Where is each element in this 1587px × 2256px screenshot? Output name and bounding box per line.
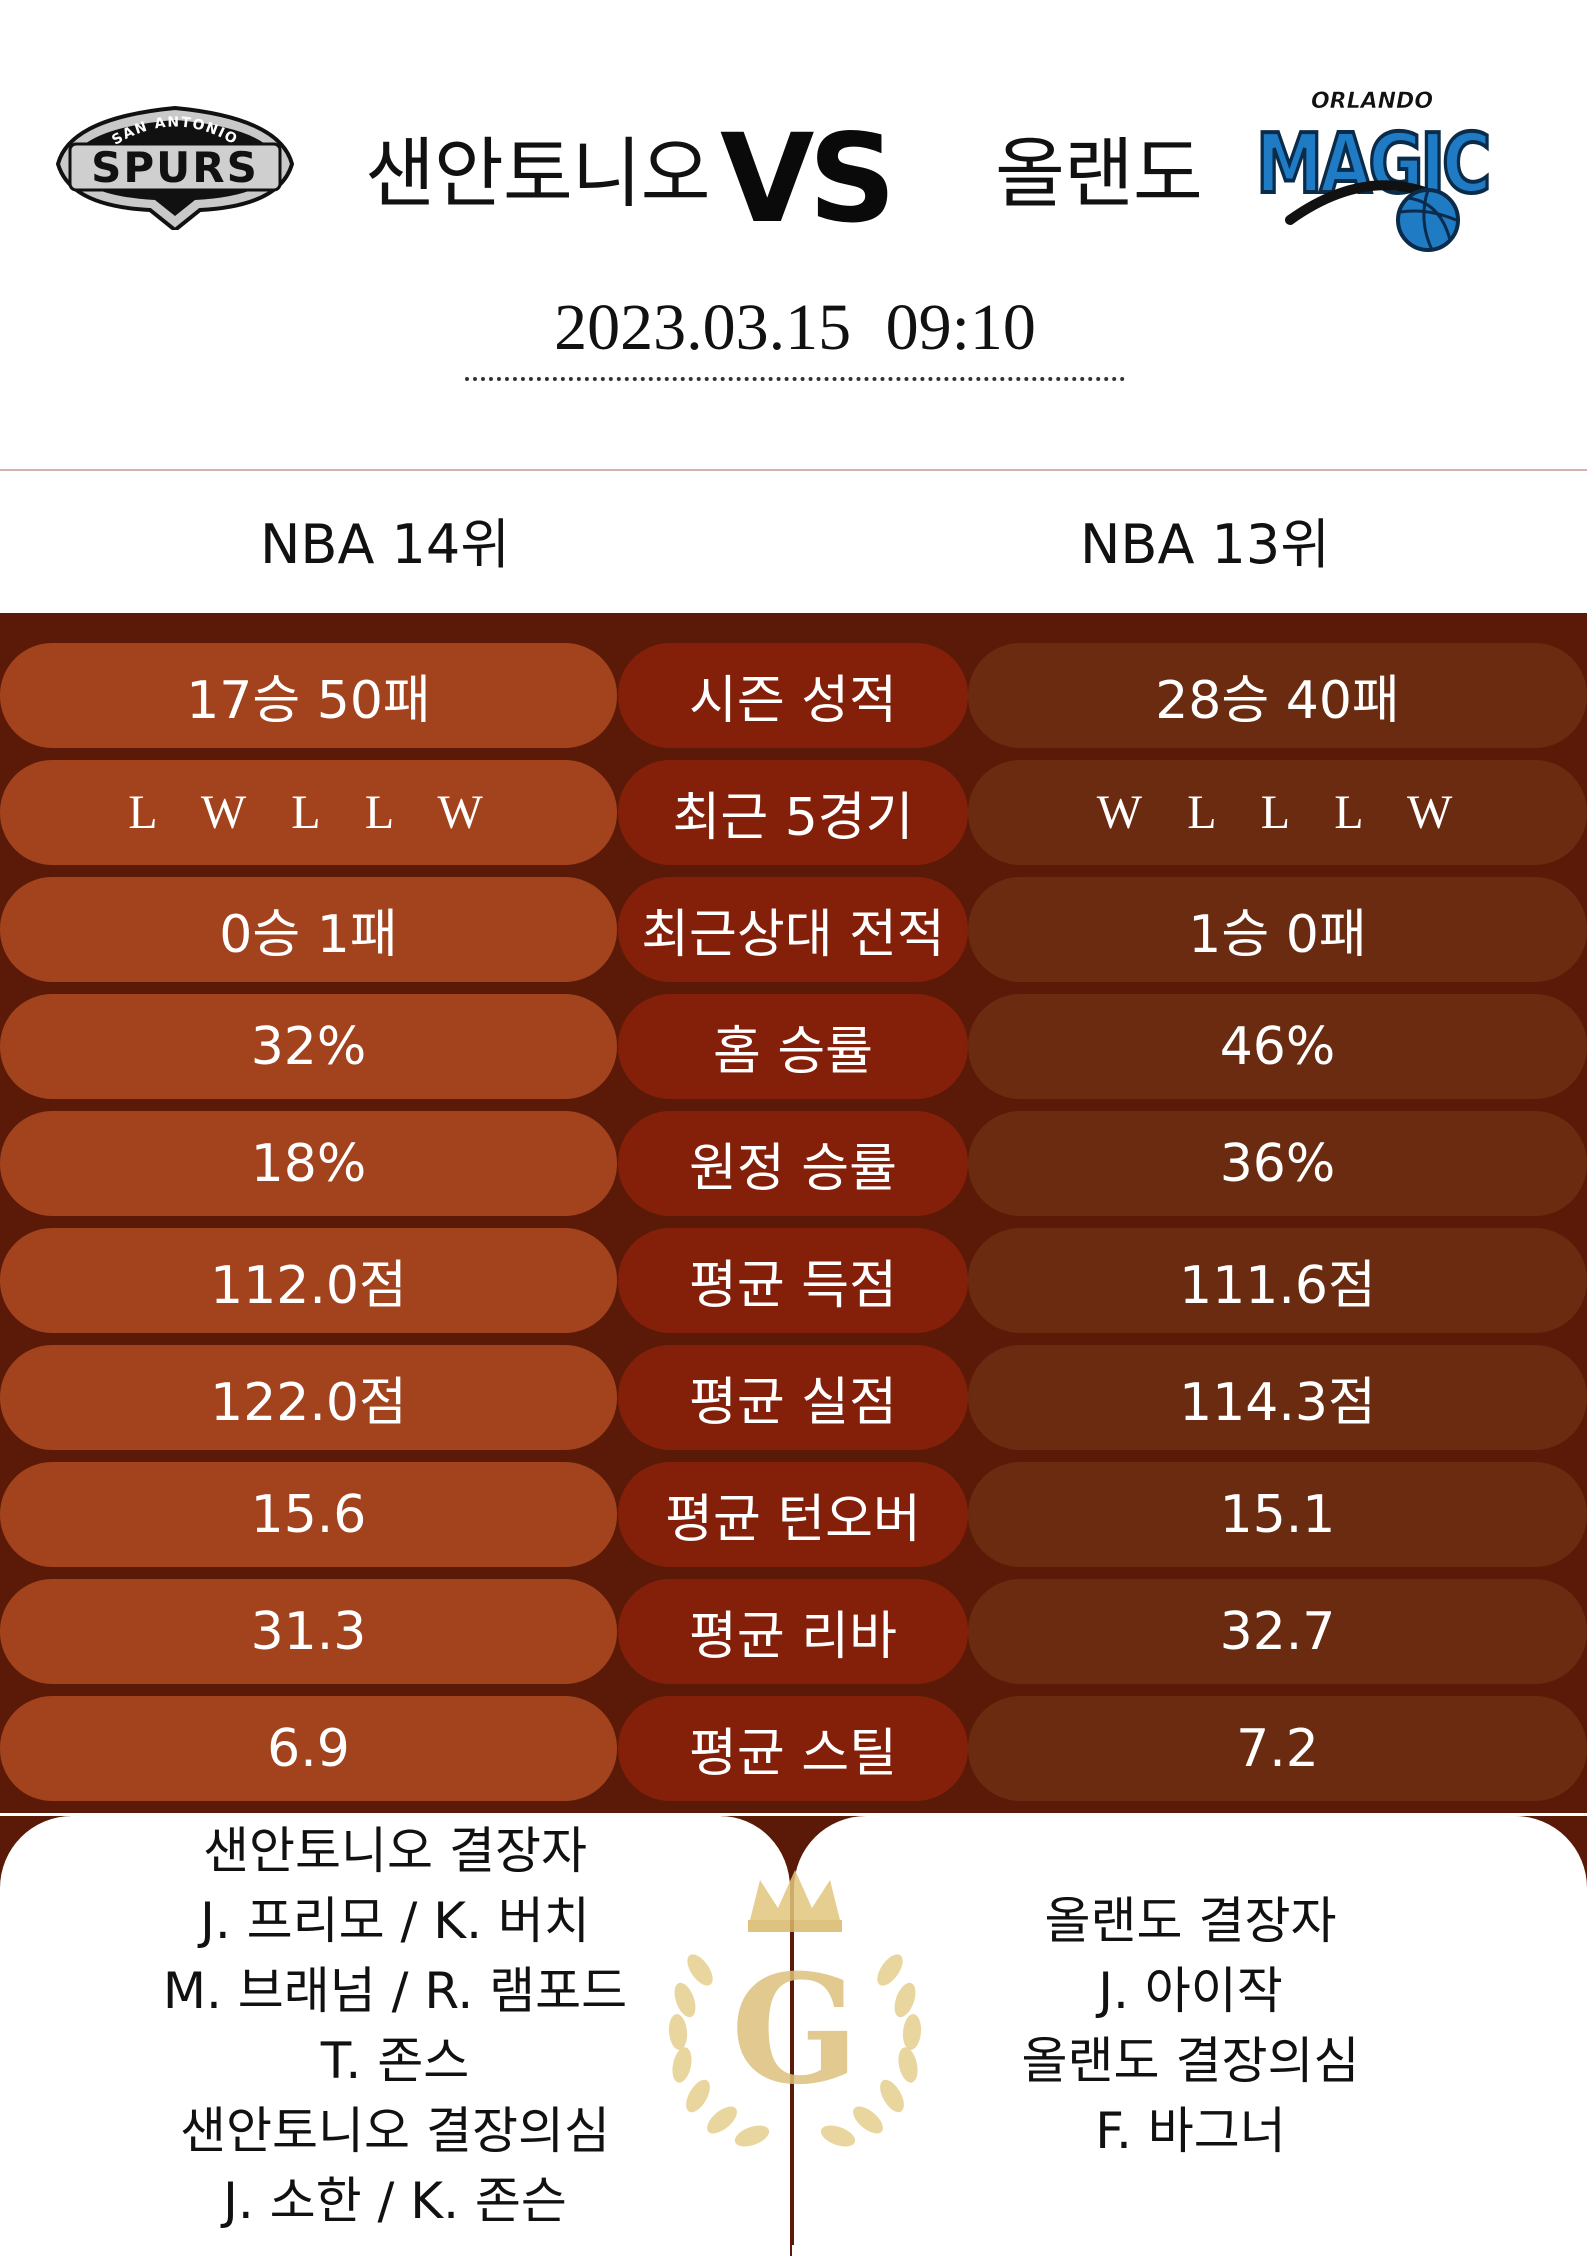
away-injury-line: J. 아이작 — [1098, 1962, 1283, 2020]
stat-label-away-win-rate: 원정 승률 — [618, 1111, 968, 1216]
away-away-win-rate: 36% — [968, 1111, 1587, 1216]
away-recent-form: W L L L W — [968, 760, 1587, 865]
stat-row-recent-5: L W L L W 최근 5경기 W L L L W — [0, 760, 1587, 865]
stat-label-avg-rebound: 평균 리바 — [618, 1579, 968, 1684]
away-injury-list: 올랜도 결장자 J. 아이작 올랜도 결장의심 F. 바그너 — [794, 1886, 1587, 2166]
away-injury-line: 올랜도 결장의심 — [1021, 2032, 1360, 2090]
stat-row-away-win-rate: 18% 원정 승률 36% — [0, 1111, 1587, 1216]
stat-label-season-record: 시즌 성적 — [618, 643, 968, 748]
away-injury-line: 올랜도 결장자 — [1044, 1892, 1337, 1950]
home-injury-line: J. 소한 / K. 존슨 — [223, 2172, 567, 2230]
datetime-underline — [465, 377, 1125, 381]
away-avg-rebound: 32.7 — [968, 1579, 1587, 1684]
stat-label-avg-allowed: 평균 실점 — [618, 1345, 968, 1450]
away-avg-points: 111.6점 — [968, 1228, 1587, 1333]
spurs-logo-wordmark: SPURS — [91, 143, 259, 192]
home-injury-list: 샌안토니오 결장자 J. 프리모 / K. 버치 M. 브래넘 / R. 램포드… — [0, 1816, 790, 2236]
stat-row-avg-allowed: 122.0점 평균 실점 114.3점 — [0, 1345, 1587, 1450]
away-head-to-head: 1승 0패 — [968, 877, 1587, 982]
home-team-rank: NBA 14위 — [260, 513, 510, 576]
home-injury-line: J. 프리모 / K. 버치 — [200, 1892, 590, 1950]
stat-label-avg-points: 평균 득점 — [618, 1228, 968, 1333]
stat-label-avg-steal: 평균 스틸 — [618, 1696, 968, 1801]
away-team-name: 올랜도 — [995, 129, 1203, 218]
stats-table: 17승 50패 시즌 성적 28승 40패 L W L L W 최근 5경기 W… — [0, 613, 1587, 1813]
home-head-to-head: 0승 1패 — [0, 877, 617, 982]
stat-row-avg-points: 112.0점 평균 득점 111.6점 — [0, 1228, 1587, 1333]
away-team-rank: NBA 13위 — [1080, 513, 1330, 576]
away-home-win-rate: 46% — [968, 994, 1587, 1099]
home-recent-form: L W L L W — [0, 760, 617, 865]
home-season-record: 17승 50패 — [0, 643, 617, 748]
stat-row-avg-steal: 6.9 평균 스틸 7.2 — [0, 1696, 1587, 1801]
home-team-name: 샌안토니오 — [365, 129, 711, 218]
away-injury-line: F. 바그너 — [1095, 2102, 1286, 2160]
home-avg-allowed: 122.0점 — [0, 1345, 617, 1450]
rank-divider — [0, 469, 1587, 471]
stat-row-season-record: 17승 50패 시즌 성적 28승 40패 — [0, 643, 1587, 748]
stat-label-head-to-head: 최근상대 전적 — [618, 877, 968, 982]
stat-row-avg-turnover: 15.6 평균 턴오버 15.1 — [0, 1462, 1587, 1567]
away-avg-allowed: 114.3점 — [968, 1345, 1587, 1450]
home-avg-points: 112.0점 — [0, 1228, 617, 1333]
home-avg-steal: 6.9 — [0, 1696, 617, 1801]
home-home-win-rate: 32% — [0, 994, 617, 1099]
stat-row-avg-rebound: 31.3 평균 리바 32.7 — [0, 1579, 1587, 1684]
home-avg-rebound: 31.3 — [0, 1579, 617, 1684]
away-avg-steal: 7.2 — [968, 1696, 1587, 1801]
stat-row-head-to-head: 0승 1패 최근상대 전적 1승 0패 — [0, 877, 1587, 982]
home-injury-box: 샌안토니오 결장자 J. 프리모 / K. 버치 M. 브래넘 / R. 램포드… — [0, 1816, 792, 2256]
away-season-record: 28승 40패 — [968, 643, 1587, 748]
away-injury-box: 올랜도 결장자 J. 아이작 올랜도 결장의심 F. 바그너 — [794, 1816, 1587, 2256]
magic-logo-wordmark: MAGIC — [1256, 117, 1488, 212]
spurs-logo-icon: SAN ANTONIO SPURS — [55, 105, 295, 230]
magic-logo-city: ORLANDO — [1311, 89, 1433, 114]
home-injury-line: 샌안토니오 결장자 — [203, 1822, 587, 1880]
home-avg-turnover: 15.6 — [0, 1462, 617, 1567]
match-datetime: 2023.03.15 09:10 — [554, 291, 1036, 364]
magic-logo-icon: ORLANDO MAGIC — [1254, 89, 1494, 252]
home-injury-line: T. 존스 — [320, 2032, 470, 2090]
home-away-win-rate: 18% — [0, 1111, 617, 1216]
stat-label-avg-turnover: 평균 턴오버 — [618, 1462, 968, 1567]
vs-label: VS — [720, 108, 896, 250]
home-injury-line: M. 브래넘 / R. 램포드 — [162, 1962, 628, 2020]
stat-row-home-win-rate: 32% 홈 승률 46% — [0, 994, 1587, 1099]
away-avg-turnover: 15.1 — [968, 1462, 1587, 1567]
home-injury-line: 샌안토니오 결장의심 — [180, 2102, 610, 2160]
stat-label-home-win-rate: 홈 승률 — [618, 994, 968, 1099]
crest-letter: G — [731, 1942, 859, 2118]
stat-label-recent-5: 최근 5경기 — [618, 760, 968, 865]
crown-laurel-icon: G — [668, 1870, 922, 2147]
